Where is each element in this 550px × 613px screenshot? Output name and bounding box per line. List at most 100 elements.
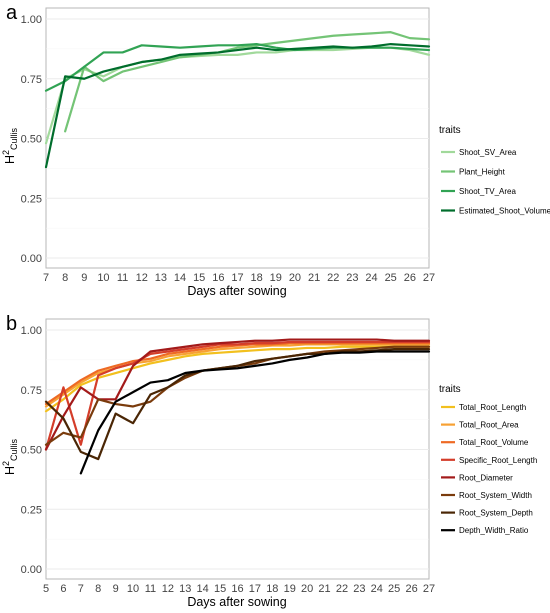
x-tick-label: 20	[289, 272, 301, 284]
legend-label: Total_Root_Area	[459, 421, 519, 430]
panel-a-letter: a	[6, 2, 18, 24]
x-tick-label: 14	[197, 583, 209, 595]
x-tick-label: 25	[385, 272, 397, 284]
panel-b-x-axis-label: Days after sowing	[187, 595, 286, 609]
panel-b-y-tick-labels: 0.00 0.25 0.50 0.75 1.00	[21, 325, 42, 576]
series-line-root-system-depth	[44, 348, 431, 461]
x-tick-label: 10	[127, 583, 139, 595]
y-tick-label: 1.00	[21, 14, 42, 26]
panel-a-legend-title: traits	[439, 125, 461, 136]
x-tick-label: 17	[231, 272, 243, 284]
x-tick-label: 27	[423, 272, 435, 284]
panel-a-x-axis-label: Days after sowing	[187, 284, 286, 298]
y-tick-label: 0.25	[21, 193, 42, 205]
series-line-estimated-shoot-volume	[44, 42, 431, 169]
legend-label: Specific_Root_Length	[459, 456, 537, 465]
x-tick-label: 9	[113, 583, 119, 595]
panel-a-legend: Shoot_SV_Area Plant_Height Shoot_TV_Area Es…	[441, 148, 550, 216]
y-tick-label: 0.50	[21, 134, 42, 146]
y-tick-label: 0.75	[21, 74, 42, 86]
x-tick-label: 16	[212, 272, 224, 284]
x-tick-label: 16	[231, 583, 243, 595]
legend-label: Total_Root_Volume	[459, 438, 529, 447]
x-tick-label: 12	[162, 583, 174, 595]
x-tick-label: 15	[214, 583, 226, 595]
legend-label: Shoot_SV_Area	[459, 148, 517, 157]
x-tick-label: 24	[365, 272, 377, 284]
x-tick-label: 20	[301, 583, 313, 595]
x-tick-label: 11	[145, 583, 156, 595]
panel-b-lines	[44, 338, 431, 475]
legend-item: Root_Diameter	[441, 473, 513, 482]
y-tick-label: 0.50	[21, 445, 42, 457]
x-tick-label: 22	[336, 583, 348, 595]
svg-text:H2Cullis: H2Cullis	[1, 127, 19, 164]
x-tick-label: 21	[308, 272, 320, 284]
x-tick-label: 26	[404, 272, 416, 284]
x-tick-label: 13	[155, 272, 167, 284]
series-line-specific-root-length	[44, 340, 431, 451]
x-tick-label: 5	[43, 583, 49, 595]
x-tick-label: 22	[327, 272, 339, 284]
x-tick-label: 27	[423, 583, 435, 595]
panel-b-x-tick-labels: 5 6 7 8 9 10 11 12 13 14 15 16 17 18 19 20 21 22 23 24 25 26 2…	[43, 583, 435, 595]
panel-b-y-axis-label-main: H	[3, 466, 17, 475]
series-line-root-diameter	[44, 338, 431, 451]
legend-item: Plant_Height	[441, 168, 506, 177]
x-tick-label: 11	[117, 272, 128, 284]
x-tick-label: 8	[62, 272, 68, 284]
legend-item: Specific_Root_Length	[441, 456, 537, 465]
legend-item: Estimated_Shoot_Volume	[441, 207, 550, 216]
legend-item: Total_Root_Area	[441, 421, 519, 430]
series-line-plant-height	[64, 31, 431, 133]
legend-item: Shoot_SV_Area	[441, 148, 517, 157]
x-tick-label: 23	[353, 583, 365, 595]
legend-item: Root_System_Width	[441, 491, 532, 500]
legend-item: Depth_Width_Ratio	[441, 526, 529, 535]
x-tick-label: 7	[78, 583, 84, 595]
panel-a: a 0.00 0.25 0.50 0.75 1.00 7 8 9 10 11 12 13 14 15 16…	[1, 2, 550, 298]
y-tick-label: 0.00	[21, 564, 42, 576]
x-tick-label: 18	[251, 272, 263, 284]
x-tick-label: 26	[405, 583, 417, 595]
x-tick-label: 23	[346, 272, 358, 284]
panel-b-letter: b	[6, 313, 17, 335]
panel-b: b 0.00 0.25 0.50 0.75 1.00 5 6 7 8 9 10 11 12 13 14 15…	[1, 313, 537, 609]
panel-b-y-axis-label-sup: 2	[1, 461, 11, 466]
legend-item: Root_System_Depth	[441, 509, 533, 518]
panel-b-plot-area	[45, 318, 430, 580]
legend-item: Shoot_TV_Area	[441, 187, 516, 196]
series-line-total-root-volume	[44, 342, 431, 406]
panel-a-lines	[44, 31, 431, 169]
x-tick-label: 19	[270, 272, 282, 284]
legend-label: Root_Diameter	[459, 473, 513, 482]
panel-b-legend: Total_Root_Length Total_Root_Area Total_Ro…	[441, 403, 537, 535]
panel-a-grid	[46, 18, 429, 259]
x-tick-label: 14	[174, 272, 186, 284]
series-line-total-root-length	[44, 345, 431, 413]
legend-item: Total_Root_Volume	[441, 438, 529, 447]
panel-a-y-tick-labels: 0.00 0.25 0.50 0.75 1.00	[21, 14, 42, 265]
y-tick-label: 0.00	[21, 253, 42, 265]
series-line-depth-width-ratio	[79, 350, 431, 475]
legend-label: Depth_Width_Ratio	[459, 526, 529, 535]
legend-label: Root_System_Width	[459, 491, 532, 500]
svg-text:H2Cullis: H2Cullis	[1, 438, 19, 475]
panel-a-y-axis-label-sub: Cullis	[9, 127, 19, 150]
x-tick-label: 15	[193, 272, 205, 284]
y-tick-label: 0.75	[21, 385, 42, 397]
panel-a-plot-area	[45, 7, 430, 269]
y-tick-label: 1.00	[21, 325, 42, 337]
x-tick-label: 13	[179, 583, 191, 595]
legend-label: Root_System_Depth	[459, 509, 533, 518]
x-tick-label: 24	[371, 583, 383, 595]
legend-item: Total_Root_Length	[441, 403, 526, 412]
panel-a-y-axis-label: H2Cullis	[1, 127, 19, 164]
x-tick-label: 17	[249, 583, 261, 595]
panel-a-y-axis-label-main: H	[3, 155, 17, 164]
x-tick-label: 10	[97, 272, 109, 284]
panel-a-x-tick-labels: 7 8 9 10 11 12 13 14 15 16 17 18 19 20 21 22 23 24 25 26 27	[43, 272, 435, 284]
y-tick-label: 0.25	[21, 504, 42, 516]
x-tick-label: 9	[81, 272, 87, 284]
